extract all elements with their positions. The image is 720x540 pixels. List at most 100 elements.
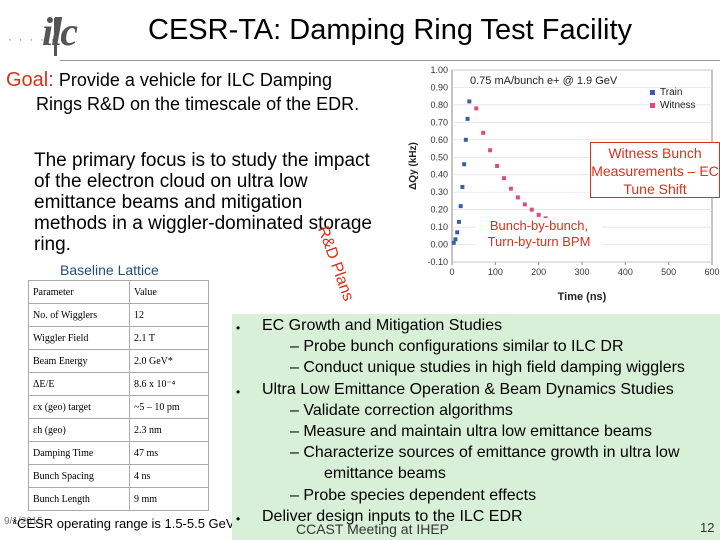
legend-marker xyxy=(650,90,655,95)
data-point xyxy=(495,164,500,168)
y-tick-label: 0.70 xyxy=(430,117,448,127)
bpm-callout: Bunch-by-bunch, Turn-by-turn BPM xyxy=(476,218,602,250)
bullet-dot-icon: • xyxy=(236,321,241,335)
parameter-cell: Bunch Spacing xyxy=(28,464,130,488)
value-cell: Value xyxy=(129,280,209,304)
baseline-lattice-table: Parameter Value No. of Wigglers 12 Wiggler F… xyxy=(28,280,209,511)
witness-callout: Witness Bunch Measurements – EC Tune Shi… xyxy=(590,142,720,198)
parameter-cell: Parameter xyxy=(28,280,130,304)
x-axis-label: Time (ns) xyxy=(558,291,607,303)
table-row: No. of Wigglers 12 xyxy=(28,303,209,327)
primary-focus-text: The primary focus is to study the impact… xyxy=(34,150,372,255)
legend-entry: Witness xyxy=(660,100,696,111)
data-point xyxy=(474,106,479,111)
data-point xyxy=(467,99,472,104)
title-divider xyxy=(60,60,720,61)
y-tick-label: 0.10 xyxy=(430,222,448,232)
logo-bar xyxy=(54,18,57,56)
data-point xyxy=(488,148,493,153)
x-tick-label: 0 xyxy=(449,267,454,277)
bullet-text: – Measure and maintain ultra low emittan… xyxy=(290,423,652,440)
y-tick-label: -0.10 xyxy=(427,257,448,267)
value-cell: 8.6 x 10⁻⁴ xyxy=(129,372,209,396)
y-tick-label: 0.30 xyxy=(430,187,448,197)
bullet-dot-icon: • xyxy=(236,511,241,526)
x-tick-label: 400 xyxy=(618,267,633,277)
data-point xyxy=(522,202,527,207)
bullet-text: – Probe bunch configurations similar to … xyxy=(290,338,624,356)
bullet-text: – Conduct unique studies in high field d… xyxy=(290,359,685,377)
sub-bullet-item: – Validate correction algorithms xyxy=(290,401,513,421)
value-cell: 47 ms xyxy=(129,441,209,465)
parameter-cell: Beam Energy xyxy=(28,349,130,373)
parameter-cell: εx (geo) target xyxy=(28,395,130,419)
bullet-item: • EC Growth and Mitigation Studies xyxy=(236,316,502,336)
data-point xyxy=(515,195,520,200)
bullet-item: • Ultra Low Emittance Operation & Beam Dy… xyxy=(236,380,674,400)
y-tick-label: 0.50 xyxy=(430,152,448,162)
table-row: εx (geo) target ~5 – 10 pm xyxy=(28,395,209,419)
goal-text: Provide a vehicle for ILC Damping xyxy=(58,70,332,90)
sub-bullet-item: – Probe species dependent effects xyxy=(290,486,536,506)
data-point xyxy=(456,219,461,224)
table-row: Wiggler Field 2.1 T xyxy=(28,326,209,350)
value-cell: 2.0 GeV* xyxy=(129,349,209,373)
goal-label: Goal: xyxy=(6,69,54,91)
footer-date: 9/1/2015 xyxy=(4,516,43,527)
table-row: εh (geo) 2.3 nm xyxy=(28,418,209,442)
data-point xyxy=(481,130,486,135)
data-point xyxy=(463,137,468,142)
ilc-logo: · · · · · · ilc xyxy=(8,6,88,56)
legend-entry: Train xyxy=(660,87,682,98)
value-cell: 2.3 nm xyxy=(129,418,209,442)
page-number: 12 xyxy=(700,520,715,535)
y-tick-label: 0.40 xyxy=(430,170,448,180)
bullet-item: • Deliver design inputs to the ILC EDR xyxy=(236,507,523,527)
table-row: Bunch Length 9 mm xyxy=(28,487,209,511)
data-point xyxy=(536,212,541,217)
data-point xyxy=(460,184,465,189)
table-row: ΔE/E 8.6 x 10⁻⁴ xyxy=(28,372,209,396)
bullet-text: – Validate correction algorithms xyxy=(290,401,513,419)
bullet-list: • EC Growth and Mitigation Studies – Probe… xyxy=(232,314,720,540)
parameter-cell: ΔE/E xyxy=(28,372,130,396)
x-tick-label: 300 xyxy=(574,267,589,277)
x-tick-label: 500 xyxy=(661,267,676,277)
data-point xyxy=(458,204,463,209)
y-tick-label: 1.00 xyxy=(430,65,448,75)
y-axis-label: ΔQy (kHz) xyxy=(408,142,419,190)
slide-title: CESR-TA: Damping Ring Test Facility xyxy=(148,14,633,46)
y-tick-label: 0.20 xyxy=(430,205,448,215)
baseline-lattice-title: Baseline Lattice xyxy=(60,262,159,278)
parameter-cell: Bunch Length xyxy=(28,487,130,511)
parameter-cell: Damping Time xyxy=(28,441,130,465)
cesr-range-note: *CESR operating range is 1.5-5.5 GeV xyxy=(12,516,235,531)
value-cell: ~5 – 10 pm xyxy=(129,395,209,419)
data-point xyxy=(465,116,470,121)
y-tick-label: 0.00 xyxy=(430,240,448,250)
parameter-cell: Wiggler Field xyxy=(28,326,130,350)
data-point xyxy=(453,237,458,242)
data-point xyxy=(451,240,456,245)
sub-bullet-item: – Probe bunch configurations similar to … xyxy=(290,337,624,357)
logo-text: ilc xyxy=(42,9,78,54)
bullet-text: – Probe species dependent effects xyxy=(290,486,537,504)
table-header-row: Parameter Value xyxy=(28,280,209,304)
value-cell: 9 mm xyxy=(129,487,209,511)
y-tick-label: 0.60 xyxy=(430,135,448,145)
bullet-text: Ultra Low Emittance Operation & Beam Dyn… xyxy=(262,380,674,398)
bullet-text: – Characterize sources of emittance grow… xyxy=(290,444,680,462)
value-cell: 4 ns xyxy=(129,464,209,488)
logo-dots: · · · · · · xyxy=(8,34,68,46)
bullet-text: emittance beams xyxy=(324,465,446,483)
data-point xyxy=(455,230,460,235)
data-point xyxy=(529,207,534,212)
goal-continuation: Rings R&D on the timescale of the EDR. xyxy=(36,94,360,114)
sub-bullet-item: – Conduct unique studies in high field d… xyxy=(290,358,685,378)
data-point xyxy=(508,186,513,191)
data-point xyxy=(462,162,467,167)
sub-bullet-item: – Measure and maintain ultra low emittan… xyxy=(290,422,652,442)
parameter-cell: εh (geo) xyxy=(28,418,130,442)
bullet-dot-icon: • xyxy=(236,384,241,399)
sub-bullet-item: – Characterize sources of emittance grow… xyxy=(290,443,680,463)
